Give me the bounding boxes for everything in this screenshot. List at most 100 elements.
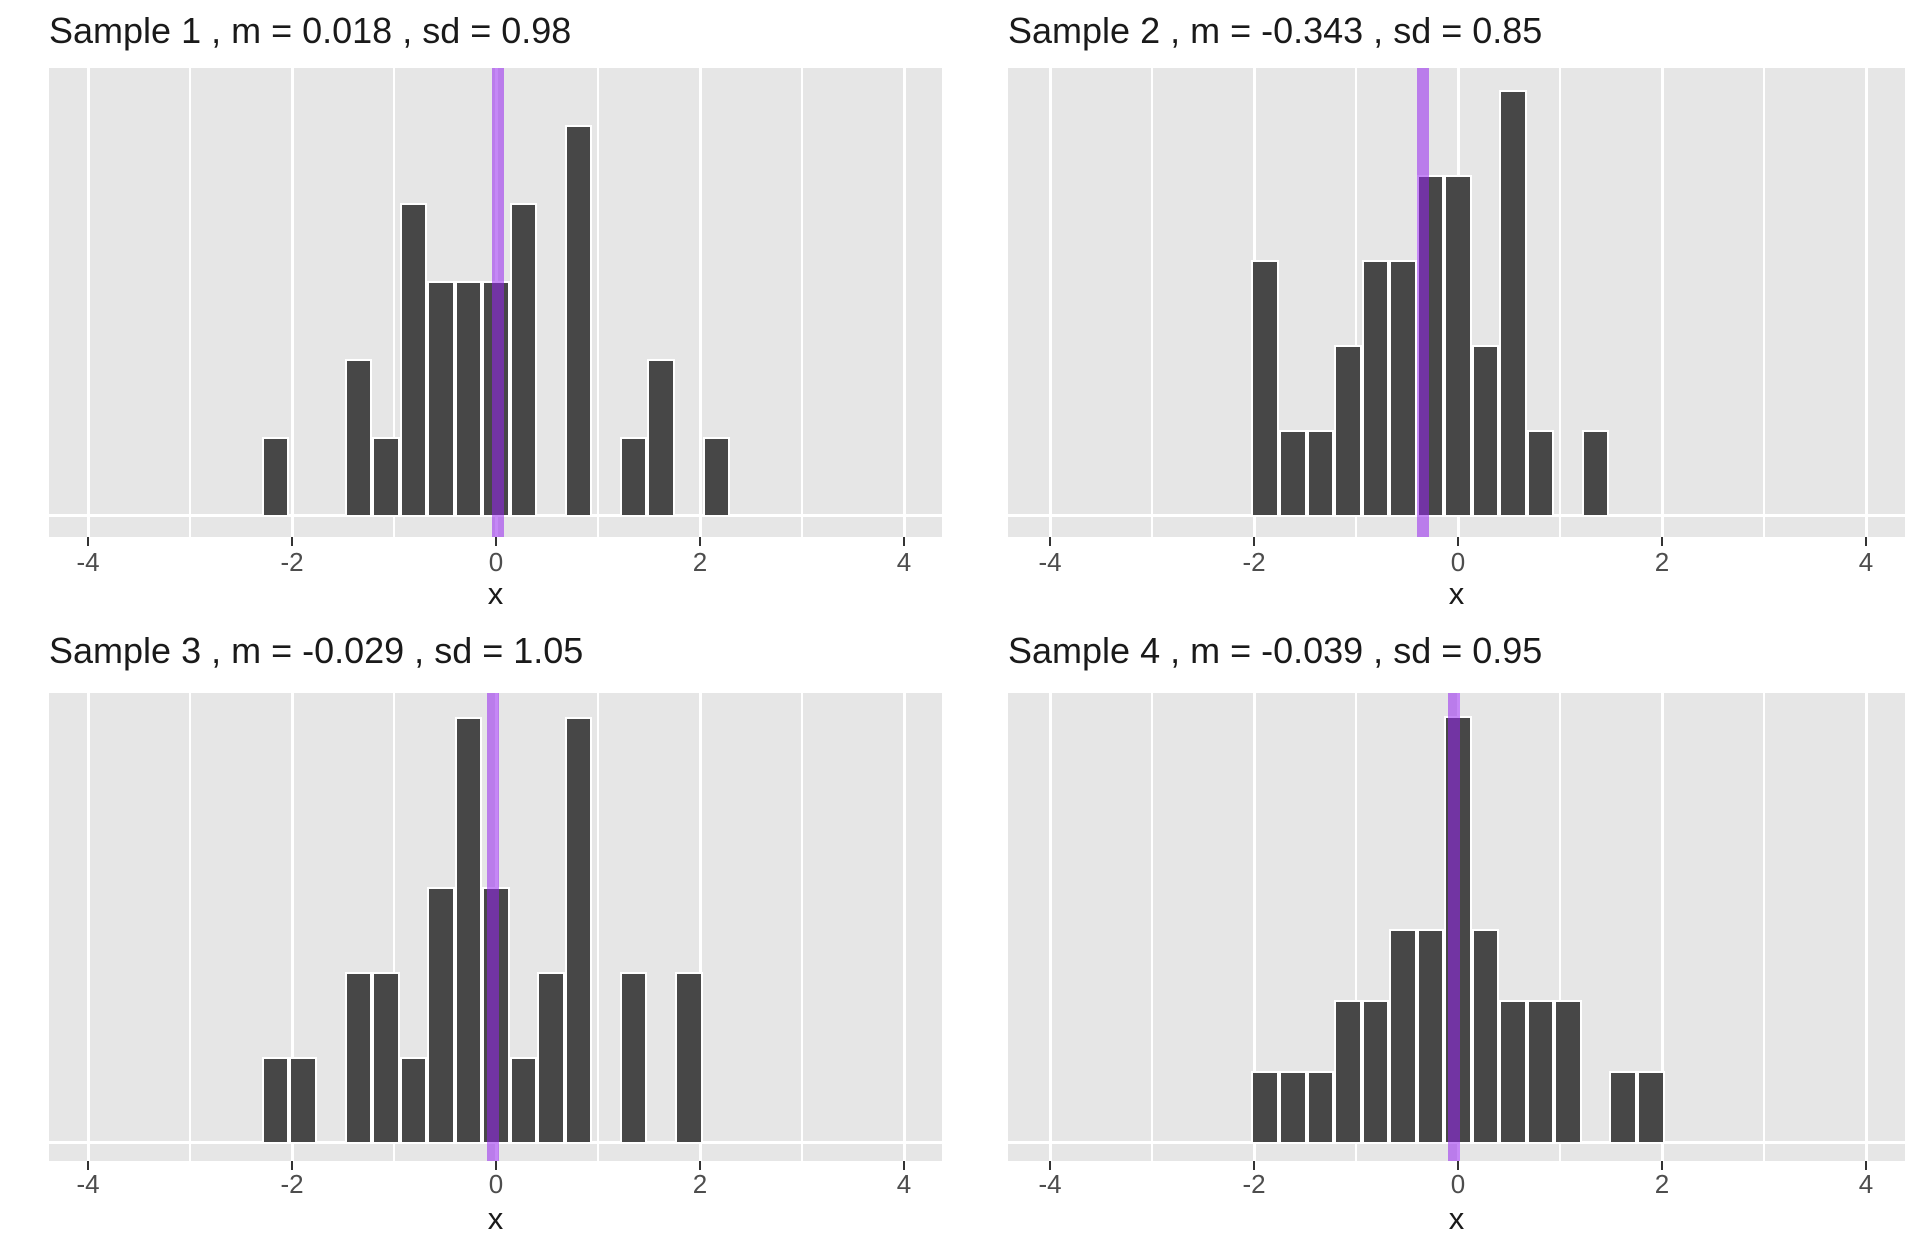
gridline-minor [393,693,395,1161]
x-tick [699,1161,701,1170]
gridline-major [1049,68,1052,537]
mean-line [1448,693,1460,1161]
histogram-bar [510,203,537,517]
histogram-bar [1527,430,1554,517]
histogram-bar [1472,929,1499,1144]
mean-line [492,68,504,537]
gridline-major [1253,693,1256,1161]
histogram-bar [565,717,592,1144]
x-tick-label: 2 [692,1169,708,1199]
histogram-bar [345,359,372,517]
histogram-bar [455,717,482,1144]
x-tick-label: 2 [1654,1169,1670,1199]
histogram-bar [703,437,730,517]
histogram-bar [647,359,675,517]
gridline-minor [597,693,599,1161]
gridline-minor [189,68,191,537]
histogram-bar [1637,1071,1665,1144]
histogram-bar [565,125,592,517]
x-tick [1457,1161,1459,1170]
x-tick [495,1161,497,1170]
x-tick [699,537,701,546]
histogram-bar [675,972,703,1144]
x-tick-label: 0 [1450,1169,1466,1199]
histogram-bar [1279,430,1307,517]
panel-title: Sample 3 , m = -0.029 , sd = 1.05 [49,630,584,671]
mean-line [487,693,499,1161]
x-tick [1661,1161,1663,1170]
histogram-bar [537,972,565,1144]
gridline-major [1661,68,1664,537]
gridline-major [291,693,294,1161]
histogram-bar [1499,90,1527,517]
x-tick [1253,1161,1255,1170]
histogram-bar [1582,430,1609,517]
x-tick-label: -2 [280,1169,304,1199]
x-tick-label: 0 [488,1169,504,1199]
histogram-bar [1417,929,1444,1144]
gridline-major [1661,693,1664,1161]
x-tick-label: -4 [1038,1169,1062,1199]
gridline-minor [597,68,599,537]
gridline-major [699,68,702,537]
histogram-bar [620,437,647,517]
x-tick-label: 2 [692,547,708,577]
x-axis-title: x [487,576,504,611]
x-tick [1661,537,1663,546]
x-tick [87,537,89,546]
x-tick [1457,537,1459,546]
mean-line [1417,68,1429,537]
x-tick-label: -2 [280,547,304,577]
gridline-minor [1763,693,1765,1161]
histogram-bar [1389,929,1417,1144]
x-tick-label: 0 [1450,547,1466,577]
x-tick-label: 0 [488,547,504,577]
gridline-major [699,693,702,1161]
x-tick [1253,537,1255,546]
histogram-bar [262,437,289,517]
histogram-bar [1362,1000,1389,1144]
x-tick-label: -2 [1242,1169,1266,1199]
x-tick [1865,537,1867,546]
histogram-bar [1554,1000,1582,1144]
histogram-bar [1609,1071,1637,1144]
x-tick-label: 4 [896,1169,912,1199]
histogram-bar [1251,260,1279,517]
gridline-major [1865,68,1868,537]
gridline-minor [801,693,803,1161]
x-tick [291,537,293,546]
histogram-bar [427,281,455,517]
panel-title: Sample 1 , m = 0.018 , sd = 0.98 [49,10,572,51]
histogram-bar [1251,1071,1279,1144]
x-tick-label: -4 [76,547,100,577]
x-tick [1049,537,1051,546]
x-axis-title: x [487,1201,504,1236]
histogram-bar [1527,1000,1554,1144]
histogram-bar [400,1057,427,1144]
gridline-minor [1559,693,1561,1161]
panel-title: Sample 2 , m = -0.343 , sd = 0.85 [1008,10,1543,51]
histogram-bar [1334,1000,1362,1144]
histogram-panel [1008,693,1905,1161]
x-tick [87,1161,89,1170]
histogram-bar [1472,345,1499,517]
gridline-minor [1151,693,1153,1161]
histogram-bar [510,1057,537,1144]
x-axis-title: x [1448,576,1465,611]
x-tick-label: -4 [76,1169,100,1199]
x-tick-label: -2 [1242,547,1266,577]
x-tick-label: -4 [1038,547,1062,577]
x-tick [1049,1161,1051,1170]
x-tick [1865,1161,1867,1170]
histogram-bar [1499,1000,1527,1144]
histogram-panel [49,68,942,537]
histogram-panel [49,693,942,1161]
x-tick-label: 2 [1654,547,1670,577]
histogram-bar [1279,1071,1307,1144]
gridline-minor [393,68,395,537]
gridline-minor [801,68,803,537]
histogram-bar [345,972,372,1144]
histogram-bar [1307,430,1334,517]
histogram-panel [1008,68,1905,537]
